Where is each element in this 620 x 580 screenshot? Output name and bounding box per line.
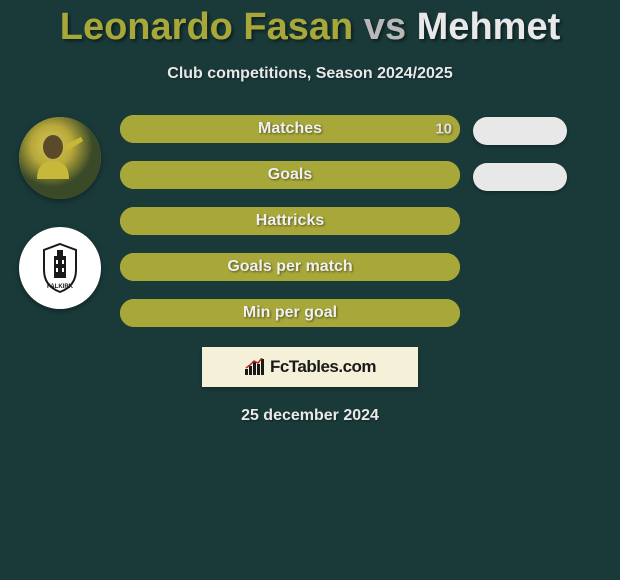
right-pill-column — [460, 115, 580, 191]
stat-bars-column: Matches 10 Goals Hattricks Goals per mat… — [120, 115, 460, 327]
stat-pill-goals — [473, 163, 567, 191]
bar-label: Hattricks — [256, 212, 324, 230]
svg-text:FALKIRK: FALKIRK — [47, 284, 74, 290]
subtitle: Club competitions, Season 2024/2025 — [0, 65, 620, 83]
stat-pill-matches — [473, 117, 567, 145]
stat-bar-goals-per-match: Goals per match — [120, 253, 460, 281]
stat-bar-goals: Goals — [120, 161, 460, 189]
branding-text: FcTables.com — [270, 357, 376, 377]
stats-row: FALKIRK Matches 10 Goals Hattricks Go — [0, 115, 620, 327]
bars-chart-icon — [244, 358, 266, 376]
bar-label: Goals per match — [227, 258, 352, 276]
player-silhouette-icon — [19, 117, 101, 199]
bar-value: 10 — [435, 121, 452, 138]
bar-label: Matches — [258, 120, 322, 138]
bar-label: Min per goal — [243, 304, 337, 322]
stat-bar-min-per-goal: Min per goal — [120, 299, 460, 327]
date-text: 25 december 2024 — [241, 407, 379, 425]
stat-bar-matches: Matches 10 — [120, 115, 460, 143]
player1-avatar — [19, 117, 101, 199]
bar-label: Goals — [268, 166, 312, 184]
bottom-section: FcTables.com 25 december 2024 — [0, 347, 620, 425]
comparison-title: Leonardo Fasan vs Mehmet — [0, 0, 620, 49]
stat-bar-hattricks: Hattricks — [120, 207, 460, 235]
club-logo-icon: FALKIRK — [32, 240, 88, 296]
player2-name: Mehmet — [417, 6, 561, 48]
avatar-column: FALKIRK — [0, 115, 120, 309]
vs-separator: vs — [364, 6, 406, 48]
branding-box: FcTables.com — [202, 347, 418, 387]
player1-name: Leonardo Fasan — [60, 6, 354, 48]
club-avatar: FALKIRK — [19, 227, 101, 309]
